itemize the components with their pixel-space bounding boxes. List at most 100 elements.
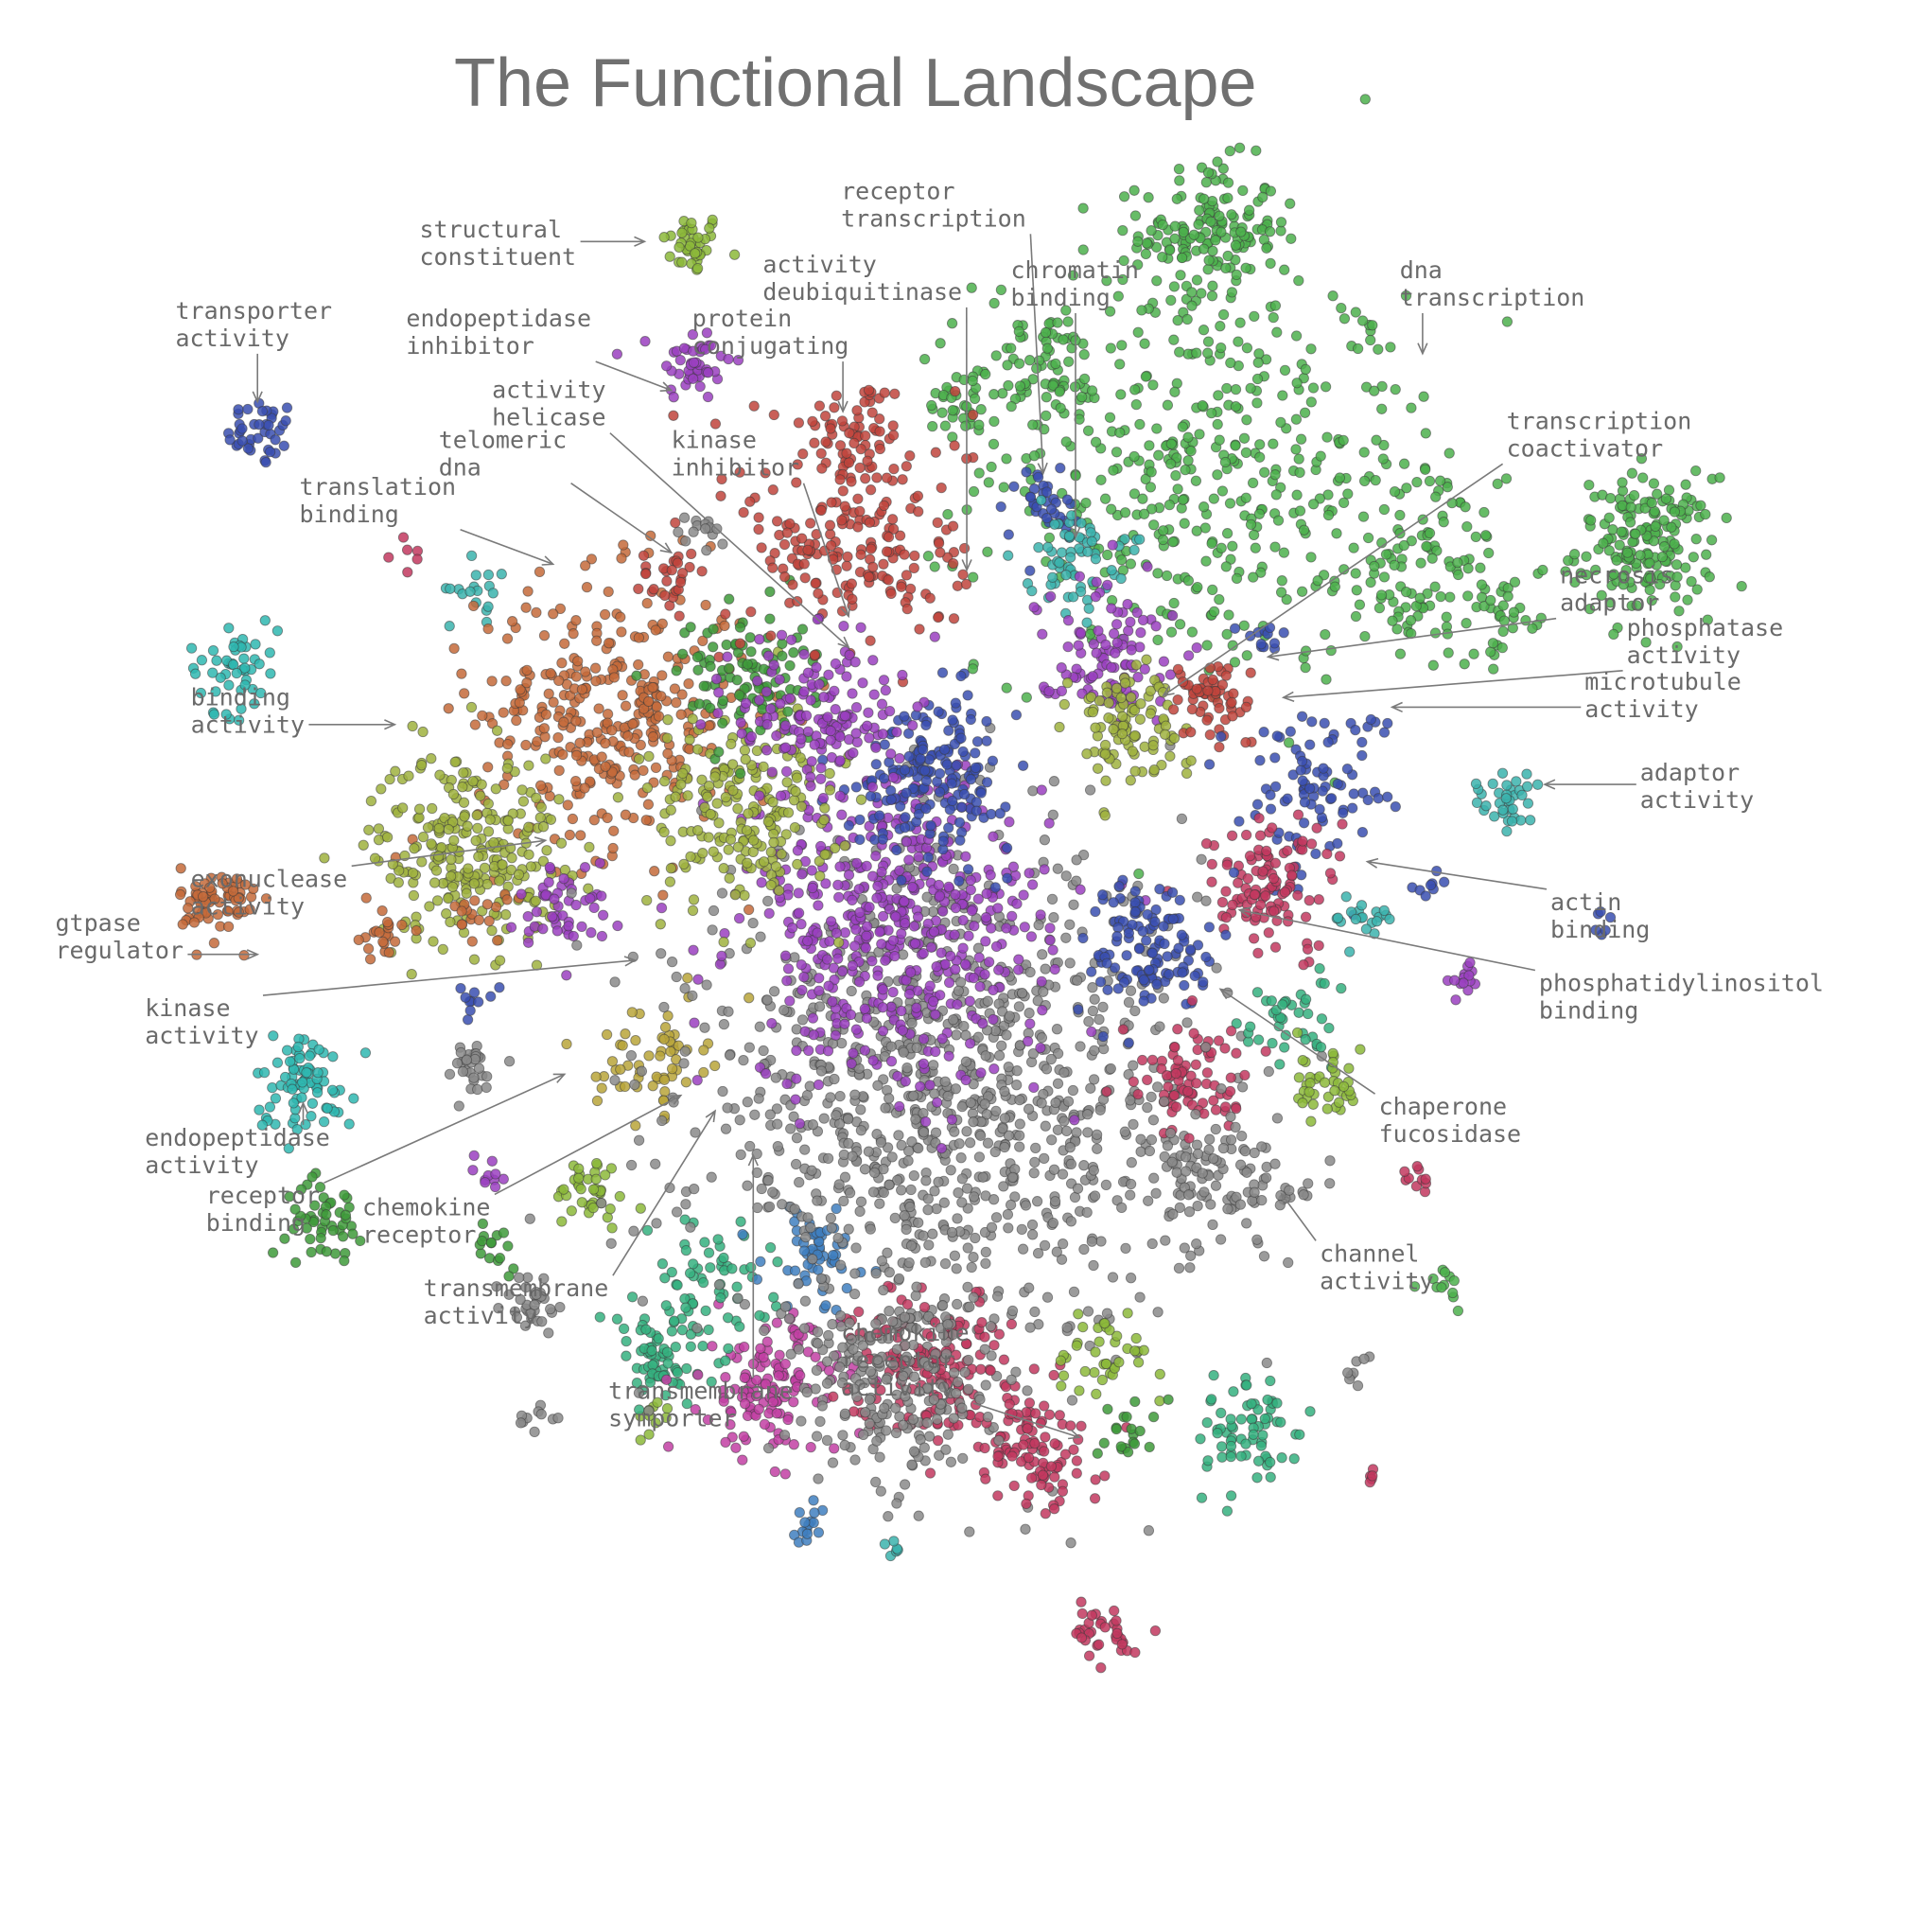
scatter-point — [603, 638, 615, 649]
scatter-point — [815, 504, 827, 517]
scatter-point — [953, 1186, 964, 1199]
scatter-point — [931, 960, 942, 973]
scatter-point — [990, 1212, 1003, 1223]
scatter-point — [545, 814, 557, 825]
scatter-point — [782, 1414, 794, 1426]
scatter-point — [922, 1204, 934, 1216]
scatter-point — [1398, 539, 1409, 552]
scatter-point — [965, 1097, 976, 1109]
scatter-point — [970, 1232, 981, 1244]
scatter-point — [967, 663, 979, 675]
scatter-point — [618, 1323, 630, 1335]
scatter-point — [821, 954, 833, 965]
scatter-point — [847, 1150, 858, 1162]
scatter-point — [1357, 511, 1370, 522]
scatter-point — [1235, 226, 1247, 237]
scatter-point — [596, 751, 607, 763]
scatter-point — [1312, 575, 1323, 587]
scatter-point — [254, 419, 265, 430]
scatter-point — [666, 564, 677, 576]
scatter-point — [580, 666, 591, 677]
scatter-point — [1197, 399, 1208, 412]
scatter-point — [834, 474, 846, 485]
scatter-point — [1583, 479, 1595, 491]
scatter-point — [254, 659, 265, 670]
scatter-point — [1207, 584, 1218, 596]
scatter-point — [445, 916, 456, 928]
scatter-point — [448, 834, 460, 846]
scatter-point — [1018, 889, 1029, 901]
scatter-point — [460, 992, 471, 1003]
scatter-point — [1568, 549, 1581, 560]
scatter-point — [718, 936, 729, 948]
scatter-point — [739, 1341, 750, 1353]
scatter-point — [885, 588, 897, 600]
scatter-point — [1227, 540, 1238, 552]
scatter-point — [1001, 682, 1012, 694]
scatter-point — [865, 1223, 876, 1235]
scatter-point — [974, 1130, 987, 1141]
scatter-point — [1441, 611, 1452, 623]
scatter-point — [511, 714, 522, 727]
scatter-point — [739, 889, 750, 902]
scatter-point — [779, 538, 791, 551]
scatter-point — [1039, 1239, 1051, 1252]
scatter-point — [793, 417, 805, 429]
scatter-point — [306, 1171, 318, 1183]
scatter-point — [758, 1045, 769, 1057]
scatter-point — [896, 1005, 907, 1017]
scatter-point — [1144, 440, 1155, 451]
scatter-point — [901, 461, 912, 472]
scatter-point — [1118, 255, 1129, 267]
scatter-point — [537, 821, 550, 833]
scatter-point — [1631, 600, 1642, 611]
scatter-point — [1350, 307, 1361, 318]
scatter-point — [1146, 225, 1157, 237]
scatter-point — [884, 1267, 895, 1278]
scatter-point — [641, 894, 653, 906]
scatter-point — [1252, 357, 1264, 368]
scatter-point — [762, 895, 774, 907]
scatter-point — [571, 940, 583, 951]
scatter-point — [1028, 1168, 1040, 1179]
scatter-point — [920, 1175, 932, 1186]
scatter-point — [413, 803, 426, 815]
scatter-point — [617, 690, 628, 701]
scatter-point — [897, 474, 908, 485]
scatter-point — [669, 1315, 680, 1326]
scatter-point — [1198, 243, 1210, 255]
scatter-point — [481, 878, 493, 890]
scatter-point — [796, 800, 808, 813]
scatter-point — [942, 508, 954, 520]
scatter-point — [364, 954, 376, 965]
scatter-point — [846, 578, 858, 589]
scatter-point — [763, 907, 775, 920]
scatter-point — [863, 1146, 875, 1157]
scatter-point — [1088, 1165, 1099, 1176]
scatter-point — [837, 1430, 849, 1441]
scatter-point — [896, 928, 907, 940]
scatter-point — [1058, 1115, 1070, 1127]
scatter-point — [1320, 628, 1331, 641]
scatter-point — [918, 1058, 930, 1069]
scatter-point — [1119, 1126, 1130, 1137]
scatter-point — [1078, 1243, 1090, 1256]
scatter-point — [1635, 550, 1646, 561]
scatter-point — [878, 558, 889, 570]
scatter-point — [779, 950, 792, 961]
scatter-point — [620, 809, 632, 820]
scatter-point — [1081, 1206, 1093, 1219]
scatter-point — [1219, 456, 1232, 468]
scatter-point — [1254, 451, 1266, 463]
scatter-point — [1636, 453, 1648, 465]
scatter-point — [505, 922, 517, 933]
scatter-point — [1213, 390, 1224, 401]
scatter-point — [888, 463, 900, 475]
scatter-point — [1178, 226, 1189, 238]
scatter-point — [792, 858, 803, 870]
scatter-point — [682, 790, 693, 801]
scatter-point — [609, 1075, 621, 1086]
scatter-point — [1500, 473, 1513, 484]
scatter-point — [1130, 398, 1142, 411]
scatter-point — [1006, 400, 1017, 413]
